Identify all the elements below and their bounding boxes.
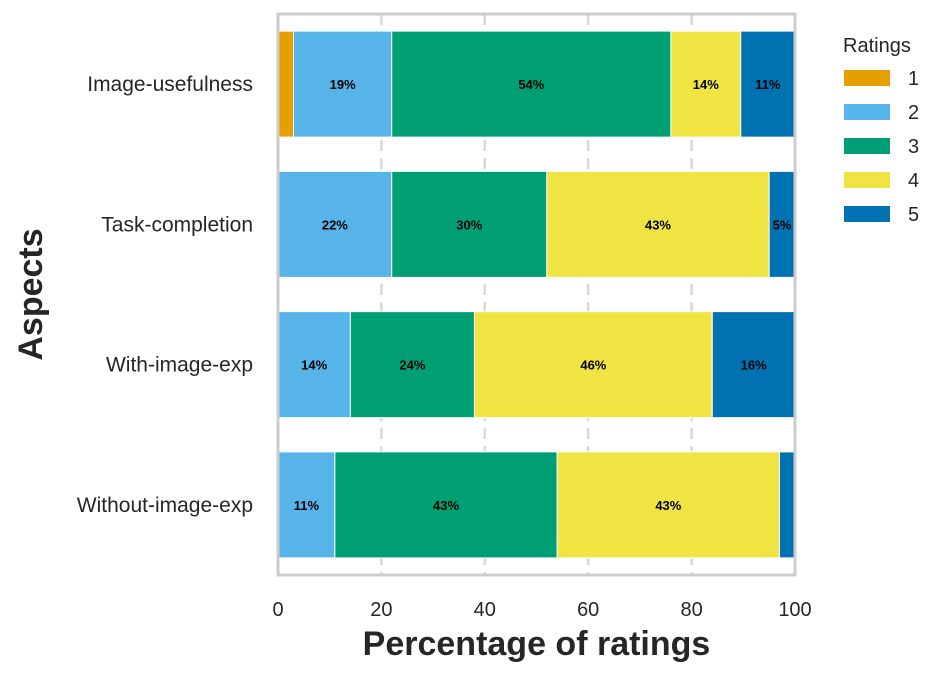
y-tick-label-with-image-exp: With-image-exp (106, 354, 253, 377)
legend-label-2: 2 (908, 102, 919, 124)
x-axis-title: Percentage of ratings (363, 625, 711, 663)
data-label-image-usefulness-rating-2: 19% (330, 77, 356, 92)
bar-without-image-exp-rating-5 (778, 451, 796, 559)
data-label-with-image-exp-rating-3: 24% (399, 358, 425, 373)
x-tick-label-40: 40 (474, 599, 496, 621)
bar-task-completion-rating-2 (277, 170, 393, 278)
data-label-with-image-exp-rating-4: 46% (580, 358, 606, 373)
bar-image-usefulness-rating-3 (391, 30, 672, 138)
legend: Ratings 1 2 3 4 5 (843, 35, 919, 226)
bar-with-image-exp-rating-4 (473, 311, 713, 419)
y-tick-label-without-image-exp: Without-image-exp (77, 494, 253, 517)
bar-without-image-exp-rating-3 (334, 451, 558, 559)
bar-image-usefulness-rating-4 (670, 30, 742, 138)
bar-image-usefulness-rating-2 (293, 30, 393, 138)
bar-without-image-exp-rating-2 (277, 451, 336, 559)
legend-swatch-5 (844, 206, 890, 222)
data-label-task-completion-rating-3: 30% (456, 217, 482, 232)
data-labels-layer: 19% 54% 14% 11% 22% 30% 43% 5% 14% 24% 46% 16% 11% 43… (294, 77, 792, 513)
data-label-image-usefulness-rating-3: 54% (518, 77, 544, 92)
y-tick-label-image-usefulness: Image-usefulness (87, 73, 253, 96)
data-label-with-image-exp-rating-2: 14% (301, 358, 327, 373)
x-tick-label-80: 80 (680, 599, 702, 621)
legend-label-3: 3 (908, 136, 919, 158)
bar-task-completion-rating-4 (546, 170, 770, 278)
data-label-task-completion-rating-5: 5% (773, 217, 792, 232)
data-label-with-image-exp-rating-5: 16% (741, 358, 767, 373)
legend-swatch-3 (844, 138, 890, 154)
legend-label-1: 1 (908, 68, 919, 90)
x-tick-label-20: 20 (370, 599, 392, 621)
bar-with-image-exp-rating-3 (349, 311, 475, 419)
y-tick-label-task-completion: Task-completion (101, 213, 253, 236)
data-label-without-image-exp-rating-3: 43% (433, 498, 459, 513)
data-label-task-completion-rating-4: 43% (645, 217, 671, 232)
data-label-without-image-exp-rating-2: 11% (294, 498, 320, 513)
data-label-without-image-exp-rating-4: 43% (655, 498, 681, 513)
data-label-task-completion-rating-2: 22% (322, 217, 348, 232)
legend-swatch-1 (844, 70, 890, 86)
bar-without-image-exp-rating-4 (556, 451, 780, 559)
x-tick-label-0: 0 (272, 599, 283, 621)
y-tick-labels: Image-usefulness Task-completion With-imag… (77, 73, 253, 517)
y-axis-title: Aspects (12, 228, 50, 360)
legend-title: Ratings (843, 35, 911, 57)
x-tick-label-60: 60 (577, 599, 599, 621)
x-tick-label-100: 100 (778, 599, 811, 621)
legend-label-4: 4 (908, 170, 919, 192)
x-tick-labels: 0 20 40 60 80 100 (272, 599, 811, 621)
bar-image-usefulness-rating-1 (277, 30, 295, 138)
data-label-image-usefulness-rating-4: 14% (693, 77, 719, 92)
bar-task-completion-rating-3 (391, 170, 548, 278)
legend-swatch-4 (844, 172, 890, 188)
legend-swatch-2 (844, 104, 890, 120)
bar-image-usefulness-rating-5 (740, 30, 796, 138)
bars-layer (277, 30, 796, 559)
bar-with-image-exp-rating-5 (711, 311, 796, 419)
legend-label-5: 5 (908, 204, 919, 226)
plot-frame (276, 12, 797, 577)
data-label-image-usefulness-rating-5: 11% (755, 77, 781, 92)
